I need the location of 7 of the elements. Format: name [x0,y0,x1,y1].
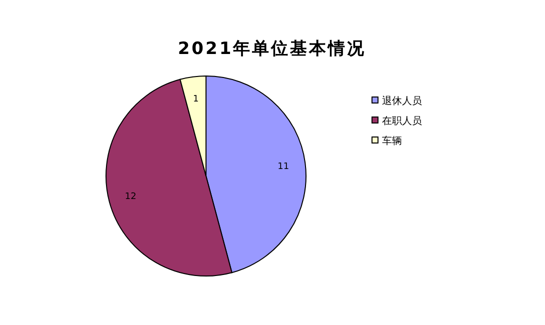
data-label: 1 [192,94,199,105]
data-label: 12 [124,192,136,202]
chart-title: 2021年单位基本情况 [178,39,366,59]
data-label: 11 [278,162,290,172]
legend-label: 退休人员 [382,95,422,107]
legend-label: 在职人员 [382,115,422,127]
legend-label: 车辆 [382,135,402,147]
